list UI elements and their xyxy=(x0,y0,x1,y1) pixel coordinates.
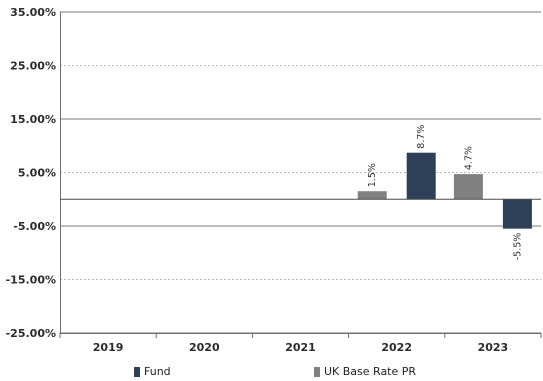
x-category-label: 2020 xyxy=(189,341,220,354)
legend-swatch xyxy=(314,366,320,377)
legend-swatch xyxy=(134,366,140,377)
y-tick-label: -5.00% xyxy=(13,220,56,233)
data-label: 8.7% xyxy=(416,125,427,149)
x-category-label: 2022 xyxy=(381,341,412,354)
data-label: 1.5% xyxy=(367,163,378,187)
y-tick-label: -25.00% xyxy=(6,327,56,340)
bars xyxy=(357,152,532,229)
data-label: 4.7% xyxy=(463,146,474,170)
bar-fund-2023 xyxy=(502,199,532,229)
data-label: -5.5% xyxy=(512,233,523,261)
y-tick-label: 35.00% xyxy=(10,6,56,19)
y-axis-ticks: 35.00% 25.00% 15.00% 5.00% -5.00% -15.00% -25.… xyxy=(6,6,56,340)
gridlines xyxy=(60,11,541,334)
bar-fund-2022 xyxy=(406,152,436,200)
x-category-label: 2019 xyxy=(93,341,124,354)
data-labels: 1.5% 8.7% 4.7% -5.5% xyxy=(367,125,523,261)
legend-label: Fund xyxy=(144,365,171,378)
y-tick-label: 25.00% xyxy=(10,60,56,73)
legend-item-uk-base-rate-pr: UK Base Rate PR xyxy=(314,365,416,378)
x-category-label: 2021 xyxy=(285,341,316,354)
legend-item-fund: Fund xyxy=(134,365,171,378)
x-category-label: 2023 xyxy=(478,341,509,354)
bar-uk-base-rate-pr-2022 xyxy=(357,191,387,200)
legend-label: UK Base Rate PR xyxy=(324,365,417,378)
x-axis-categories: 2019 2020 2021 2022 2023 xyxy=(93,341,508,354)
bar-uk-base-rate-pr-2023 xyxy=(453,174,483,200)
legend: Fund UK Base Rate PR xyxy=(0,365,543,381)
y-tick-label: -15.00% xyxy=(6,274,56,287)
returns-bar-chart: 35.00% 25.00% 15.00% 5.00% -5.00% -15.00% -25.… xyxy=(6,6,542,354)
y-tick-label: 5.00% xyxy=(18,167,56,180)
y-tick-label: 15.00% xyxy=(10,113,56,126)
axes xyxy=(59,12,542,338)
